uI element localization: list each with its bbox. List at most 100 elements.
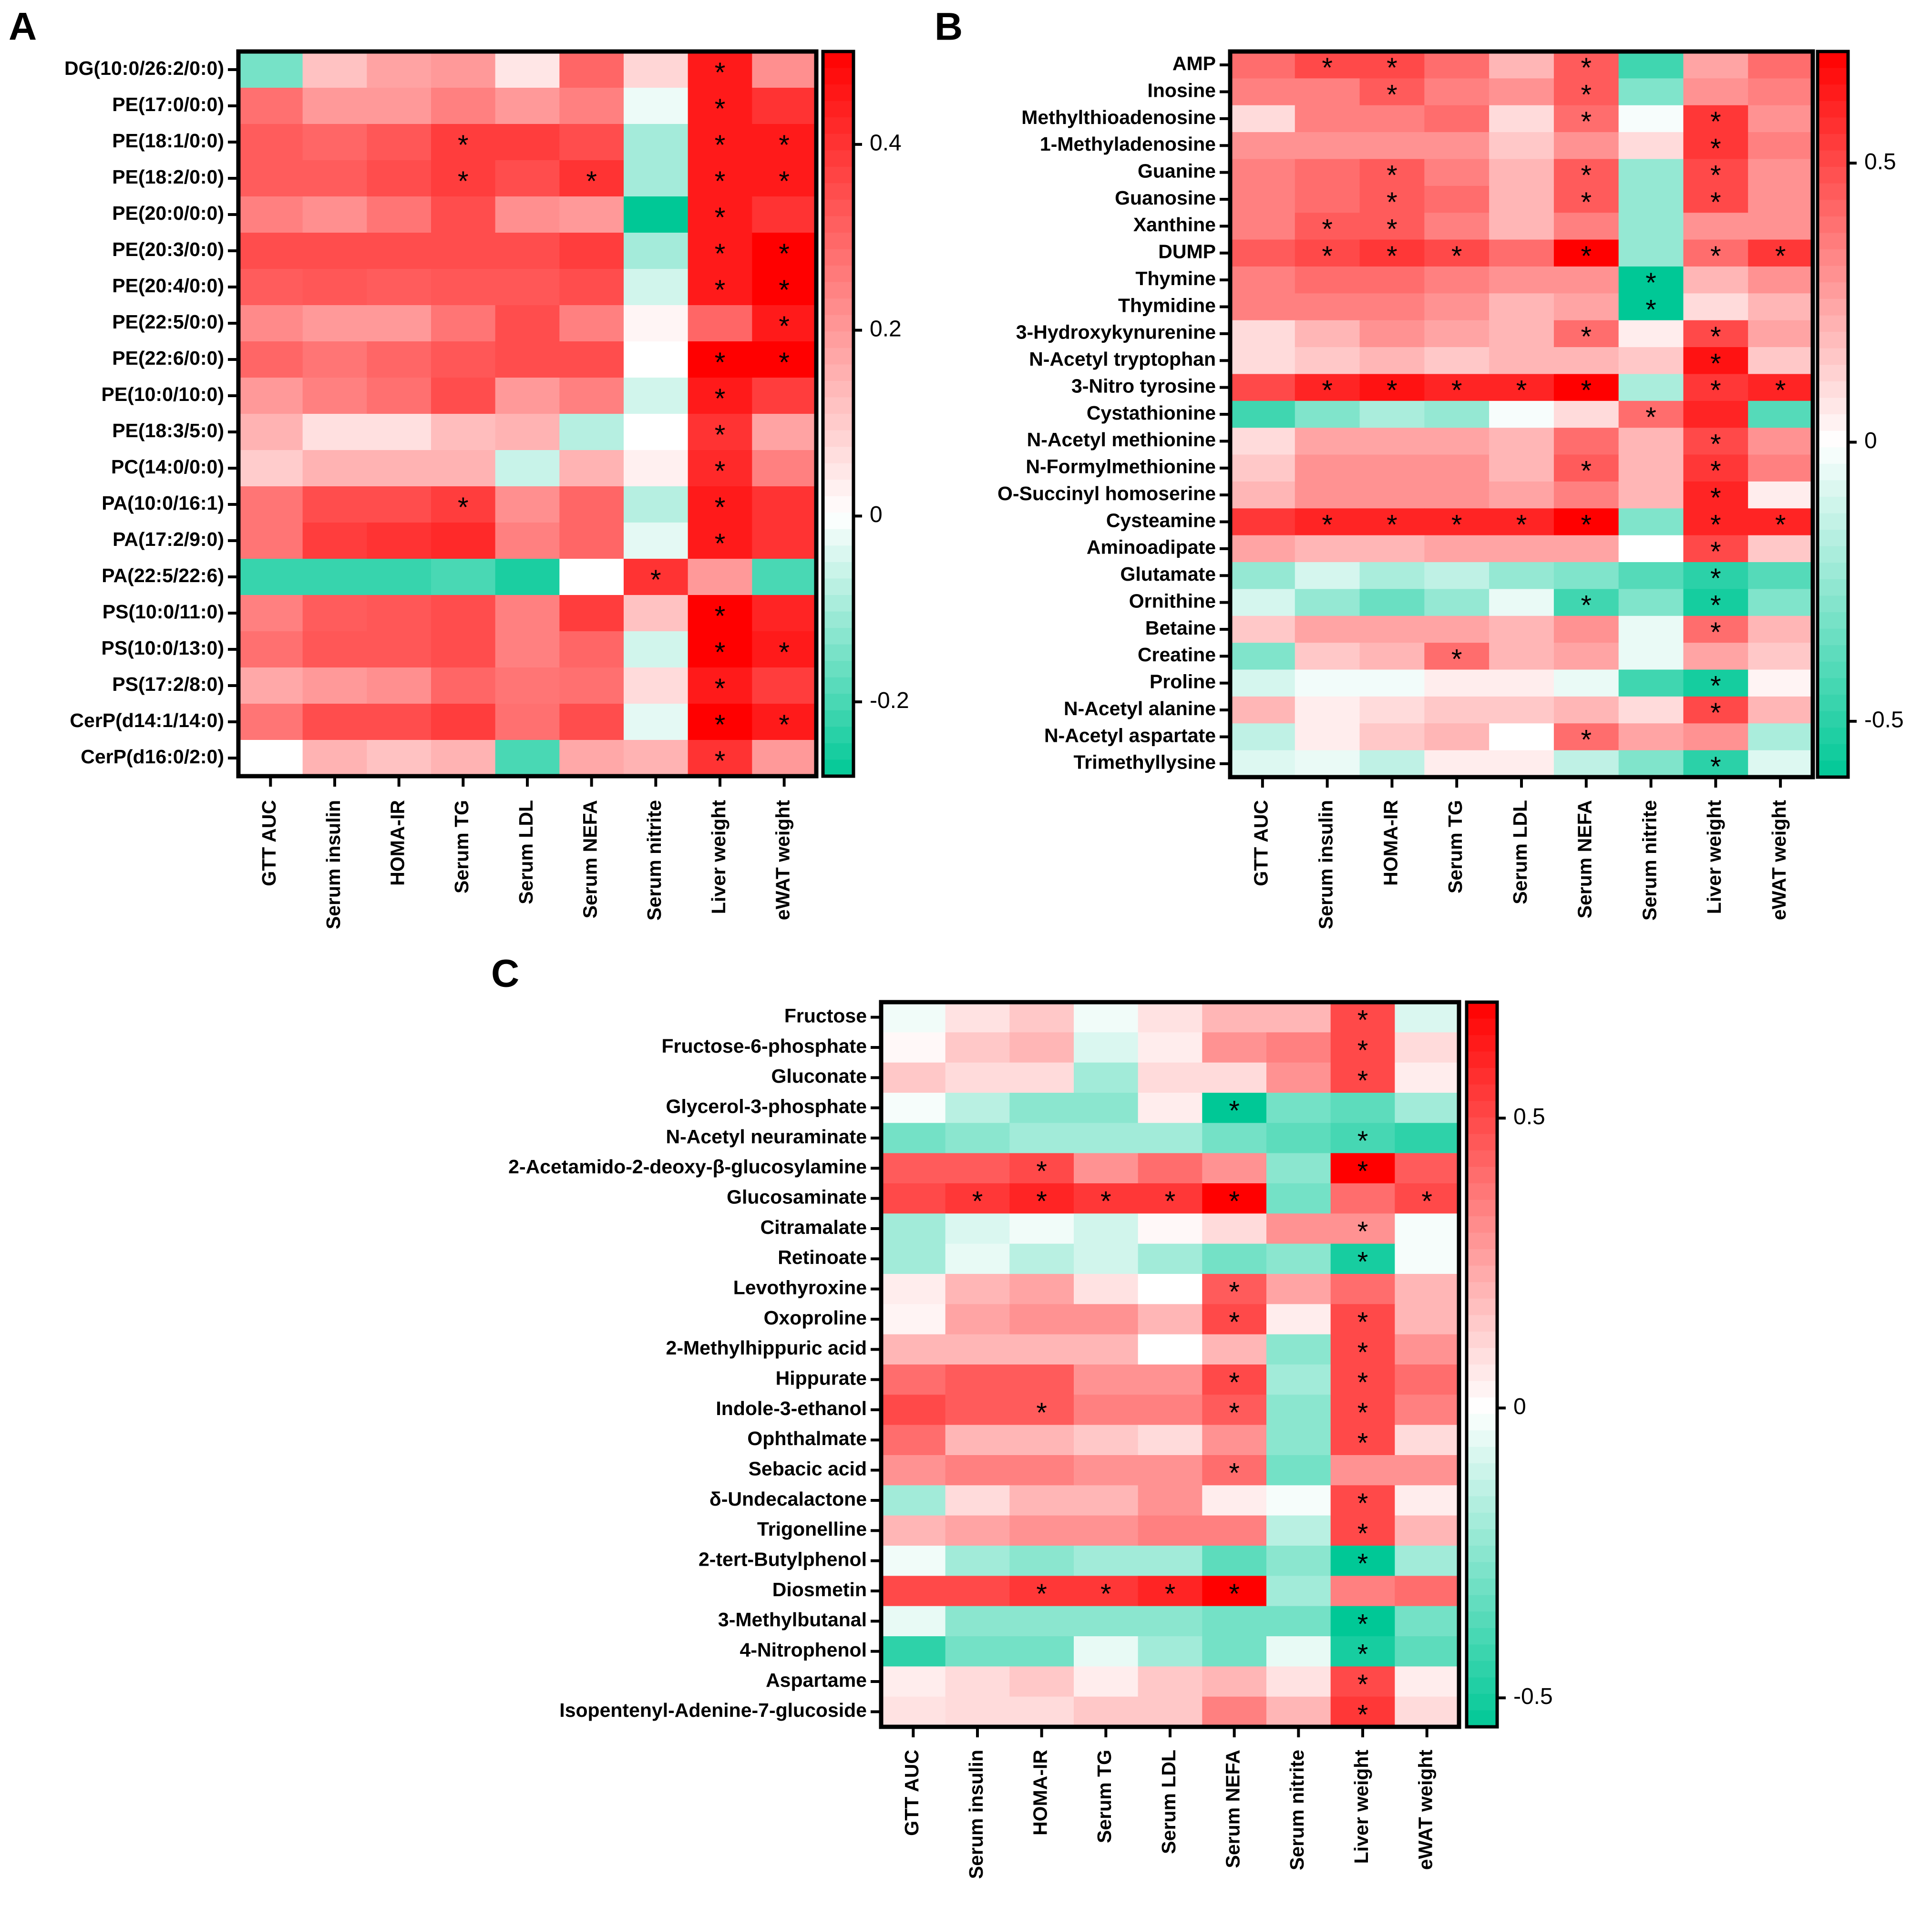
significance-star: *	[1229, 1458, 1240, 1489]
colorbar-step	[823, 595, 853, 612]
heatmap-cell	[945, 1334, 1010, 1365]
colorbar-step	[823, 661, 853, 678]
heatmap-cell	[1553, 293, 1619, 321]
heatmap-cell	[1683, 454, 1748, 482]
significance-star: *	[1357, 1488, 1368, 1519]
colorbar-step	[1818, 150, 1848, 167]
heatmap-cell	[495, 667, 560, 704]
row-label: Diosmetin	[772, 1579, 867, 1600]
heatmap-cell	[1074, 1485, 1139, 1516]
heatmap-cell	[1748, 669, 1813, 697]
significance-star: *	[1387, 214, 1398, 245]
heatmap-cell	[1553, 723, 1619, 751]
significance-star: *	[1387, 80, 1398, 111]
colorbar-step	[823, 183, 853, 200]
colorbar-tick-label: 0	[1513, 1394, 1526, 1419]
heatmap-cell	[1202, 1455, 1267, 1486]
heatmap-cell	[1618, 400, 1684, 428]
significance-star: *	[1357, 1669, 1368, 1700]
colorbar-step	[1818, 84, 1848, 102]
heatmap-cell	[495, 88, 560, 124]
row-label: Thymidine	[1118, 294, 1216, 316]
significance-star: *	[1710, 241, 1721, 272]
heatmap-cell	[1009, 1395, 1074, 1426]
colorbar-step	[1818, 645, 1848, 662]
heatmap-cell	[1395, 1032, 1459, 1063]
heatmap-cell	[1330, 1425, 1395, 1456]
colorbar-tick-label: 0.4	[870, 131, 902, 156]
row-label: PC(14:0/0:0)	[111, 456, 224, 478]
significance-star: *	[1036, 1186, 1047, 1217]
significance-star: *	[1710, 482, 1721, 513]
heatmap-cell	[1359, 159, 1425, 186]
heatmap-cell	[1553, 615, 1619, 643]
significance-star: *	[715, 57, 726, 88]
heatmap-cell	[1230, 589, 1295, 616]
heatmap-cell	[431, 667, 496, 704]
heatmap-cell	[1202, 1062, 1267, 1093]
heatmap-cell	[1618, 428, 1684, 455]
heatmap-cell	[431, 414, 496, 451]
heatmap-cell	[752, 269, 817, 306]
heatmap-cell	[1266, 1364, 1331, 1395]
heatmap-cell	[1553, 481, 1619, 509]
heatmap-cell	[1009, 1576, 1074, 1607]
significance-star: *	[1387, 375, 1398, 406]
heatmap-cell	[1618, 454, 1684, 482]
heatmap-cell	[1295, 750, 1360, 778]
colorbar-step	[1467, 1265, 1497, 1283]
colorbar-step	[1467, 1249, 1497, 1266]
heatmap-cell	[1395, 1546, 1459, 1576]
column-label: Serum TG	[451, 800, 473, 893]
heatmap-cell	[1330, 1485, 1395, 1516]
heatmap-cell	[1424, 213, 1490, 240]
heatmap-cell	[1424, 159, 1490, 186]
heatmap-cell	[1683, 535, 1748, 563]
heatmap-cell	[302, 233, 367, 269]
row-label: Aspartame	[766, 1669, 867, 1691]
significance-star: *	[1775, 375, 1786, 406]
heatmap-cell	[1074, 1515, 1139, 1546]
colorbar-step	[1818, 216, 1848, 234]
heatmap-cell	[881, 1062, 946, 1093]
heatmap-cell	[881, 1304, 946, 1335]
heatmap-cell	[495, 523, 560, 559]
heatmap-cell	[1683, 78, 1748, 106]
significance-star: *	[1710, 563, 1721, 594]
heatmap-cell	[1748, 51, 1813, 79]
heatmap-cell	[495, 559, 560, 595]
row-label: 3-Hydroxykynurenine	[1016, 321, 1216, 343]
heatmap-cell	[624, 269, 689, 306]
heatmap-cell	[688, 269, 752, 306]
heatmap-cell	[367, 559, 432, 595]
heatmap-cell	[1009, 1093, 1074, 1123]
heatmap-cell	[1395, 1696, 1459, 1727]
column-label: Serum NEFA	[1574, 800, 1596, 918]
colorbar-step	[823, 364, 853, 381]
heatmap-cell	[945, 1696, 1010, 1727]
heatmap-cell	[367, 631, 432, 668]
significance-star: *	[1710, 617, 1721, 648]
heatmap-cell	[367, 88, 432, 124]
heatmap-cell	[1359, 643, 1425, 670]
row-label: Creatine	[1138, 644, 1216, 666]
heatmap-cell	[367, 341, 432, 378]
heatmap-cell	[431, 160, 496, 197]
colorbar-step	[823, 101, 853, 118]
heatmap-cell	[559, 631, 624, 668]
heatmap-cell	[302, 160, 367, 197]
heatmap-cell	[1748, 266, 1813, 294]
row-label: Guanosine	[1115, 187, 1216, 209]
heatmap-cell	[688, 704, 752, 740]
significance-star: *	[779, 311, 790, 342]
colorbar-step	[823, 51, 853, 69]
heatmap-cell	[1395, 1062, 1459, 1093]
colorbar-step	[823, 68, 853, 85]
heatmap-cell	[1266, 1515, 1331, 1546]
row-label: Aminoadipate	[1087, 536, 1216, 558]
heatmap-cell	[624, 559, 689, 595]
heatmap-cell	[1266, 1002, 1331, 1033]
colorbar-step	[1818, 711, 1848, 728]
heatmap-cell	[1489, 159, 1554, 186]
heatmap-cell	[752, 631, 817, 668]
